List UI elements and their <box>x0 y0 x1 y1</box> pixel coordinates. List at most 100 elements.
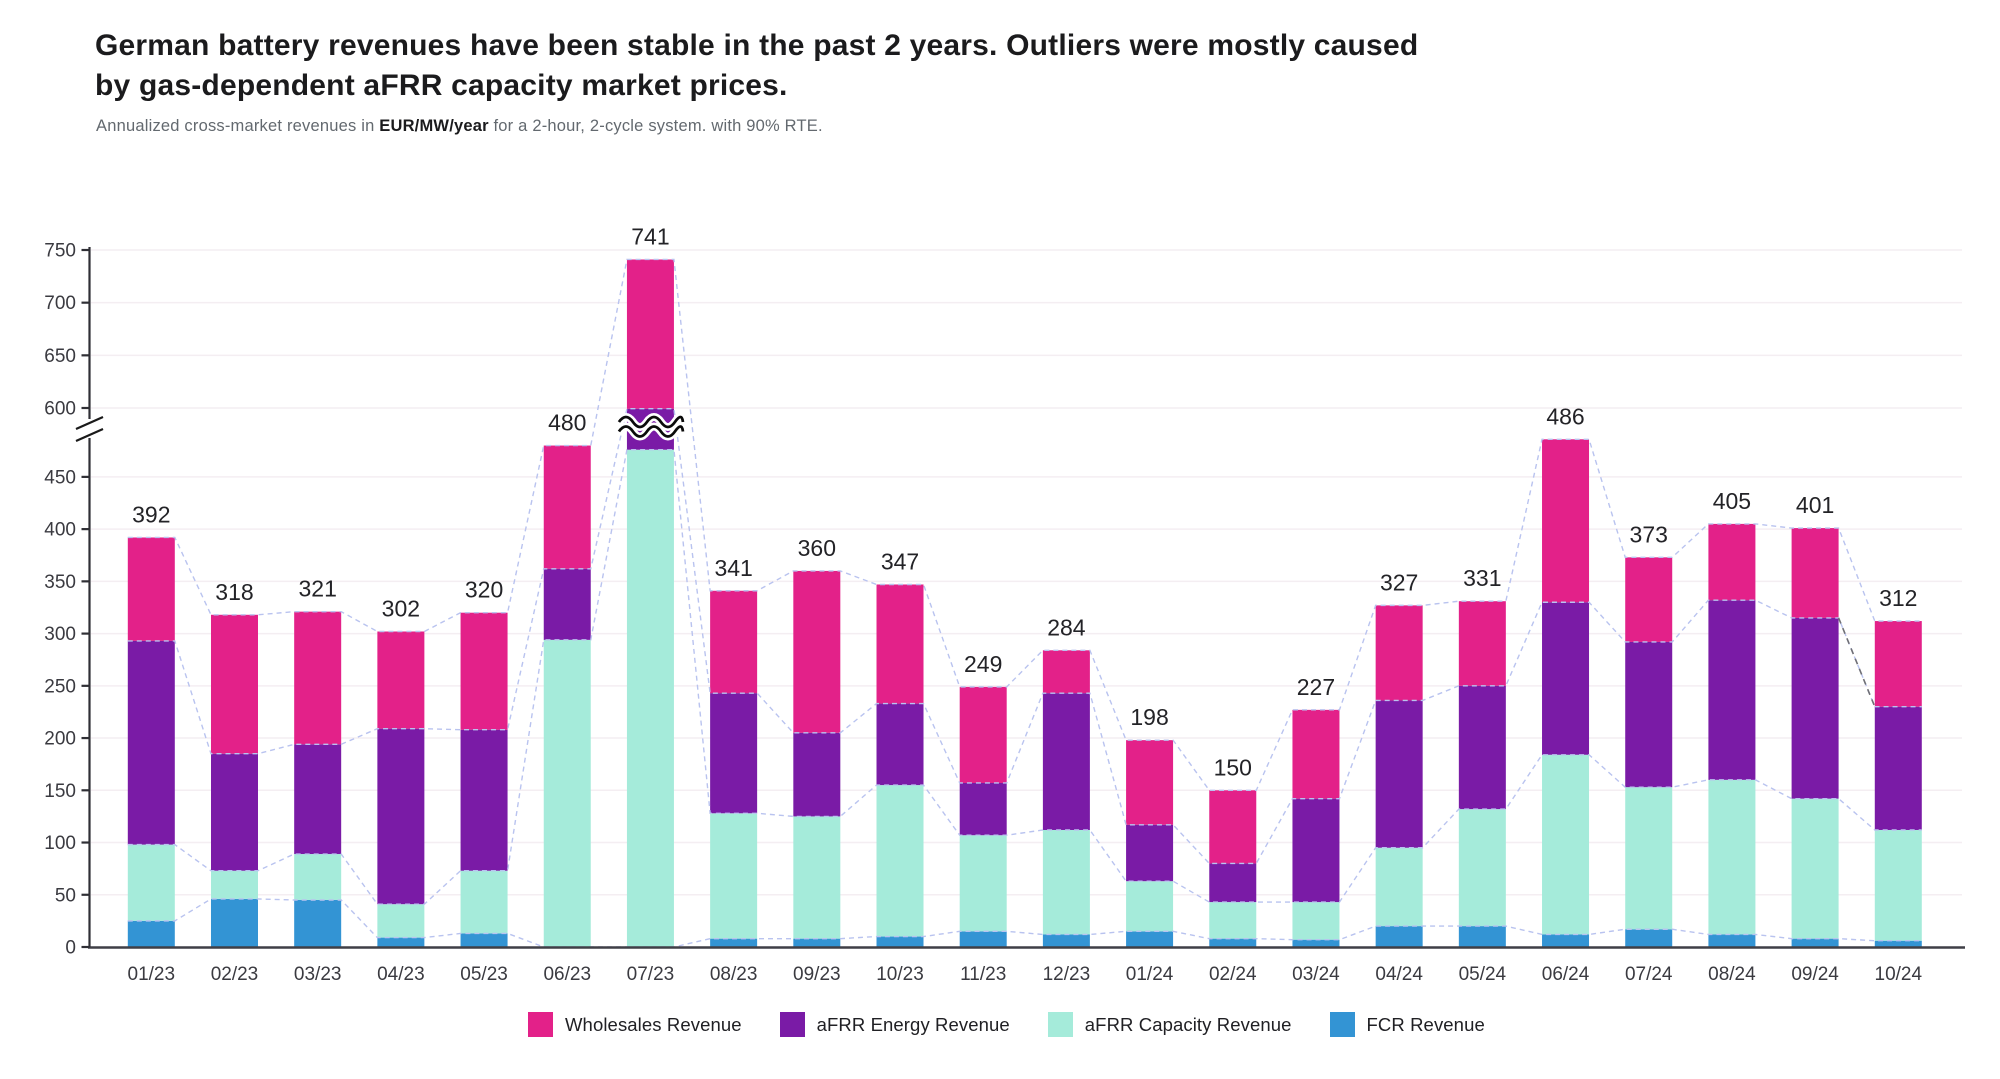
bar-segment-10/23-afrr-capacity-revenue[interactable] <box>876 785 924 937</box>
bar-segment-03/24-afrr-energy-revenue[interactable] <box>1292 798 1340 903</box>
bar-segment-10/24-afrr-capacity-revenue[interactable] <box>1874 829 1922 941</box>
bar-segment-10/23-afrr-energy-revenue[interactable] <box>876 703 924 786</box>
bar-segment-06/23-afrr-energy-revenue[interactable] <box>543 568 591 640</box>
y-tick-label-600: 600 <box>44 399 76 420</box>
bar-segment-11/23-wholesales-revenue[interactable] <box>959 686 1007 783</box>
bar-segment-10/23-wholesales-revenue[interactable] <box>876 584 924 704</box>
bar-segment-07/23-afrr-capacity-revenue[interactable] <box>626 449 674 947</box>
bar-segment-08/23-fcr-revenue[interactable] <box>710 938 758 947</box>
bar-segment-09/24-afrr-capacity-revenue[interactable] <box>1791 798 1839 939</box>
bar-segment-08/24-afrr-capacity-revenue[interactable] <box>1708 779 1756 935</box>
bar-segment-03/23-afrr-energy-revenue[interactable] <box>294 744 342 855</box>
y-tick-label-150: 150 <box>44 781 76 802</box>
bar-segment-08/23-wholesales-revenue[interactable] <box>710 590 758 694</box>
bar-segment-01/23-fcr-revenue[interactable] <box>127 920 175 947</box>
bar-segment-05/24-afrr-energy-revenue[interactable] <box>1458 685 1506 810</box>
bar-segment-10/23-fcr-revenue[interactable] <box>876 936 924 947</box>
bar-segment-04/24-wholesales-revenue[interactable] <box>1375 605 1423 701</box>
bar-segment-02/24-wholesales-revenue[interactable] <box>1209 790 1257 864</box>
bar-segment-10/24-afrr-energy-revenue[interactable] <box>1874 706 1922 830</box>
bar-segment-04/24-afrr-energy-revenue[interactable] <box>1375 700 1423 848</box>
bar-segment-01/24-fcr-revenue[interactable] <box>1126 931 1174 947</box>
bar-segment-09/24-wholesales-revenue[interactable] <box>1791 528 1839 618</box>
bar-segment-09/24-fcr-revenue[interactable] <box>1791 938 1839 947</box>
bar-segment-04/24-afrr-capacity-revenue[interactable] <box>1375 847 1423 927</box>
bar-segment-01/23-wholesales-revenue[interactable] <box>127 537 175 641</box>
bar-segment-04/23-fcr-revenue[interactable] <box>377 937 425 947</box>
bar-segment-08/23-afrr-capacity-revenue[interactable] <box>710 813 758 939</box>
bar-segment-05/24-fcr-revenue[interactable] <box>1458 926 1506 947</box>
bar-segment-08/24-afrr-energy-revenue[interactable] <box>1708 600 1756 780</box>
bar-segment-05/24-wholesales-revenue[interactable] <box>1458 601 1506 686</box>
chart-legend: Wholesales Revenue aFRR Energy Revenue aFR… <box>528 1012 1485 1037</box>
bar-segment-09/23-fcr-revenue[interactable] <box>793 938 841 947</box>
bar-segment-05/24-afrr-capacity-revenue[interactable] <box>1458 809 1506 927</box>
legend-item-2[interactable]: aFRR Capacity Revenue <box>1047 1012 1292 1037</box>
bar-segment-01/24-afrr-capacity-revenue[interactable] <box>1126 881 1174 932</box>
bar-segment-11/23-afrr-energy-revenue[interactable] <box>959 782 1007 836</box>
bar-segment-09/23-afrr-capacity-revenue[interactable] <box>793 816 841 939</box>
bar-segment-10/24-fcr-revenue[interactable] <box>1874 940 1922 947</box>
bar-segment-11/23-fcr-revenue[interactable] <box>959 931 1007 947</box>
bar-segment-03/23-fcr-revenue[interactable] <box>294 899 342 947</box>
bar-value-label-05/23: 320 <box>465 577 503 603</box>
bar-segment-05/23-fcr-revenue[interactable] <box>460 933 508 947</box>
bar-segment-08/23-afrr-energy-revenue[interactable] <box>710 693 758 814</box>
bar-segment-10/24-wholesales-revenue[interactable] <box>1874 621 1922 707</box>
y-tick-label-200: 200 <box>44 729 76 750</box>
bar-segment-01/23-afrr-capacity-revenue[interactable] <box>127 844 175 921</box>
bar-segment-01/23-afrr-energy-revenue[interactable] <box>127 640 175 845</box>
legend-item-3[interactable]: FCR Revenue <box>1329 1012 1485 1037</box>
bar-segment-02/23-afrr-energy-revenue[interactable] <box>210 753 258 871</box>
bar-segment-05/23-afrr-energy-revenue[interactable] <box>460 729 508 871</box>
bar-segment-04/23-afrr-capacity-revenue[interactable] <box>377 904 425 938</box>
bar-segment-08/24-fcr-revenue[interactable] <box>1708 934 1756 947</box>
legend-swatch-icon <box>1329 1012 1355 1037</box>
bar-segment-04/23-afrr-energy-revenue[interactable] <box>377 728 425 905</box>
legend-item-1[interactable]: aFRR Energy Revenue <box>779 1012 1010 1037</box>
bar-value-label-05/24: 331 <box>1463 565 1501 591</box>
bar-segment-06/24-afrr-capacity-revenue[interactable] <box>1542 754 1590 935</box>
bar-segment-12/23-wholesales-revenue[interactable] <box>1042 650 1090 694</box>
bar-segment-02/24-afrr-capacity-revenue[interactable] <box>1209 902 1257 939</box>
bar-segment-03/24-wholesales-revenue[interactable] <box>1292 709 1340 799</box>
bar-segment-04/24-fcr-revenue[interactable] <box>1375 926 1423 947</box>
bar-segment-03/23-afrr-capacity-revenue[interactable] <box>294 854 342 900</box>
bar-segment-01/24-afrr-energy-revenue[interactable] <box>1126 824 1174 882</box>
bar-segment-07/24-wholesales-revenue[interactable] <box>1625 557 1673 642</box>
bar-segment-06/24-afrr-energy-revenue[interactable] <box>1542 602 1590 755</box>
bar-segment-09/23-afrr-energy-revenue[interactable] <box>793 732 841 817</box>
bar-segment-11/23-afrr-capacity-revenue[interactable] <box>959 835 1007 932</box>
bar-segment-07/24-afrr-capacity-revenue[interactable] <box>1625 787 1673 930</box>
bar-segment-02/23-fcr-revenue[interactable] <box>210 898 258 947</box>
legend-item-0[interactable]: Wholesales Revenue <box>528 1012 742 1037</box>
bar-segment-06/24-wholesales-revenue[interactable] <box>1542 439 1590 603</box>
bar-segment-12/23-afrr-capacity-revenue[interactable] <box>1042 829 1090 935</box>
bar-segment-03/23-wholesales-revenue[interactable] <box>294 611 342 745</box>
bar-segment-06/23-afrr-capacity-revenue[interactable] <box>543 639 591 947</box>
y-tick-label-100: 100 <box>44 833 76 854</box>
bar-segment-02/23-afrr-capacity-revenue[interactable] <box>210 870 258 899</box>
bar-segment-06/23-wholesales-revenue[interactable] <box>543 445 591 569</box>
bar-segment-03/24-afrr-capacity-revenue[interactable] <box>1292 902 1340 940</box>
bar-segment-04/23-wholesales-revenue[interactable] <box>377 631 425 729</box>
bar-segment-07/24-afrr-energy-revenue[interactable] <box>1625 641 1673 788</box>
x-tick-label-03/24: 03/24 <box>1292 964 1340 985</box>
bar-segment-07/23-wholesales-revenue[interactable] <box>626 259 674 409</box>
bar-segment-02/24-fcr-revenue[interactable] <box>1209 938 1257 947</box>
bar-segment-09/23-wholesales-revenue[interactable] <box>793 570 841 733</box>
bar-segment-02/24-afrr-energy-revenue[interactable] <box>1209 863 1257 903</box>
bar-segment-09/24-afrr-energy-revenue[interactable] <box>1791 617 1839 799</box>
bar-segment-08/24-wholesales-revenue[interactable] <box>1708 523 1756 601</box>
bar-segment-12/23-fcr-revenue[interactable] <box>1042 934 1090 947</box>
bar-segment-02/23-wholesales-revenue[interactable] <box>210 614 258 754</box>
bar-segment-03/24-fcr-revenue[interactable] <box>1292 939 1340 947</box>
bar-segment-05/23-afrr-capacity-revenue[interactable] <box>460 870 508 934</box>
bar-segment-07/24-fcr-revenue[interactable] <box>1625 929 1673 947</box>
bar-segment-06/24-fcr-revenue[interactable] <box>1542 934 1590 947</box>
bar-value-label-06/23: 480 <box>548 410 586 436</box>
bar-segment-01/24-wholesales-revenue[interactable] <box>1126 740 1174 825</box>
bar-segment-12/23-afrr-energy-revenue[interactable] <box>1042 693 1090 830</box>
bar-segment-05/23-wholesales-revenue[interactable] <box>460 612 508 730</box>
